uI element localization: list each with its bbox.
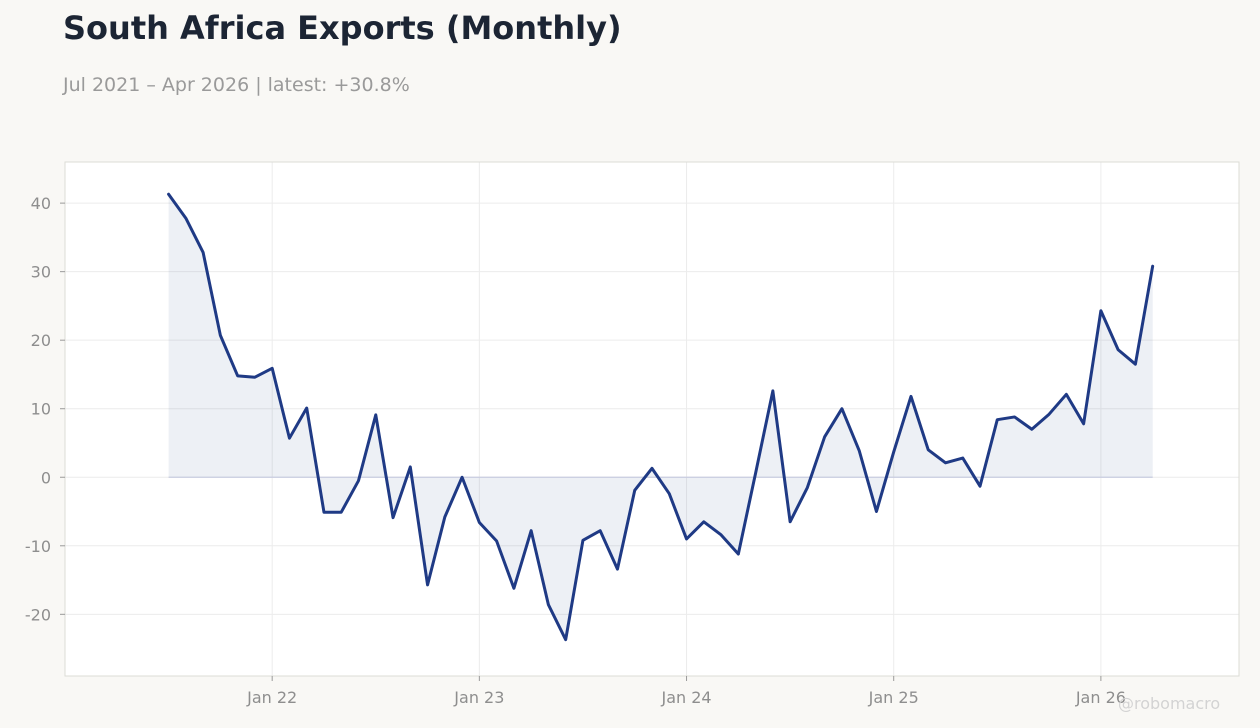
data-point <box>667 492 671 496</box>
data-point <box>460 475 464 479</box>
data-point <box>339 510 343 514</box>
data-point <box>615 567 619 571</box>
chart-subtitle: Jul 2021 – Apr 2026 | latest: +30.8% <box>63 74 410 96</box>
data-point <box>391 516 395 520</box>
data-point <box>1030 427 1034 431</box>
data-point <box>374 413 378 417</box>
data-point <box>719 533 723 537</box>
data-point <box>564 638 568 642</box>
data-point <box>218 333 222 337</box>
data-point <box>512 586 516 590</box>
data-point <box>736 552 740 556</box>
area-layer <box>168 194 1153 640</box>
data-point <box>236 374 240 378</box>
data-point <box>1133 362 1137 366</box>
data-point <box>633 488 637 492</box>
y-tick-label: 10 <box>31 400 51 419</box>
data-point <box>529 529 533 533</box>
data-point <box>322 510 326 514</box>
data-point <box>426 583 430 587</box>
data-point <box>598 529 602 533</box>
y-tick-label: 40 <box>31 194 51 213</box>
data-point <box>546 603 550 607</box>
data-point <box>1151 264 1155 268</box>
data-point <box>978 484 982 488</box>
data-point <box>823 435 827 439</box>
chart-title: South Africa Exports (Monthly) <box>63 9 622 47</box>
series-line <box>167 192 1155 642</box>
x-tick-label: Jan 26 <box>1075 688 1126 707</box>
y-tick-label: -20 <box>25 605 51 624</box>
series-layer <box>167 192 1155 642</box>
data-point <box>270 366 274 370</box>
data-point <box>1116 348 1120 352</box>
data-point <box>443 515 447 519</box>
data-point <box>184 216 188 220</box>
data-point <box>788 520 792 524</box>
x-axis-ticks: Jan 22 Jan 23 Jan 24 Jan 25 Jan 26 <box>246 676 1126 707</box>
y-axis-ticks: -20 -10 0 10 20 30 40 <box>25 194 65 624</box>
data-point <box>909 394 913 398</box>
data-point <box>581 538 585 542</box>
data-point <box>495 539 499 543</box>
data-point <box>477 520 481 524</box>
y-tick-label: -10 <box>25 537 51 556</box>
data-point <box>408 465 412 469</box>
watermark: @robomacro <box>1118 694 1221 713</box>
data-point <box>167 192 171 196</box>
data-point <box>685 537 689 541</box>
x-tick-label: Jan 24 <box>660 688 711 707</box>
x-tick-label: Jan 25 <box>868 688 919 707</box>
data-point <box>702 520 706 524</box>
x-tick-label: Jan 23 <box>453 688 504 707</box>
data-point <box>650 466 654 470</box>
data-point <box>840 407 844 411</box>
data-point <box>1047 412 1051 416</box>
y-tick-label: 0 <box>41 468 51 487</box>
data-point <box>201 250 205 254</box>
data-point <box>805 486 809 490</box>
plot-frame <box>64 161 1240 677</box>
data-point <box>754 471 758 475</box>
data-point <box>995 418 999 422</box>
data-point <box>926 448 930 452</box>
data-point <box>771 389 775 393</box>
data-point <box>857 449 861 453</box>
x-tick-label: Jan 22 <box>246 688 297 707</box>
data-point <box>1082 422 1086 426</box>
data-point <box>1013 415 1017 419</box>
y-tick-label: 20 <box>31 331 51 350</box>
data-point <box>874 510 878 514</box>
data-point <box>287 436 291 440</box>
data-point <box>1099 309 1103 313</box>
data-point <box>961 456 965 460</box>
data-point <box>357 479 361 483</box>
y-tick-label: 30 <box>31 263 51 282</box>
data-point <box>253 375 257 379</box>
data-point <box>1064 392 1068 396</box>
data-point <box>305 406 309 410</box>
data-point <box>892 450 896 454</box>
data-point <box>944 461 948 465</box>
